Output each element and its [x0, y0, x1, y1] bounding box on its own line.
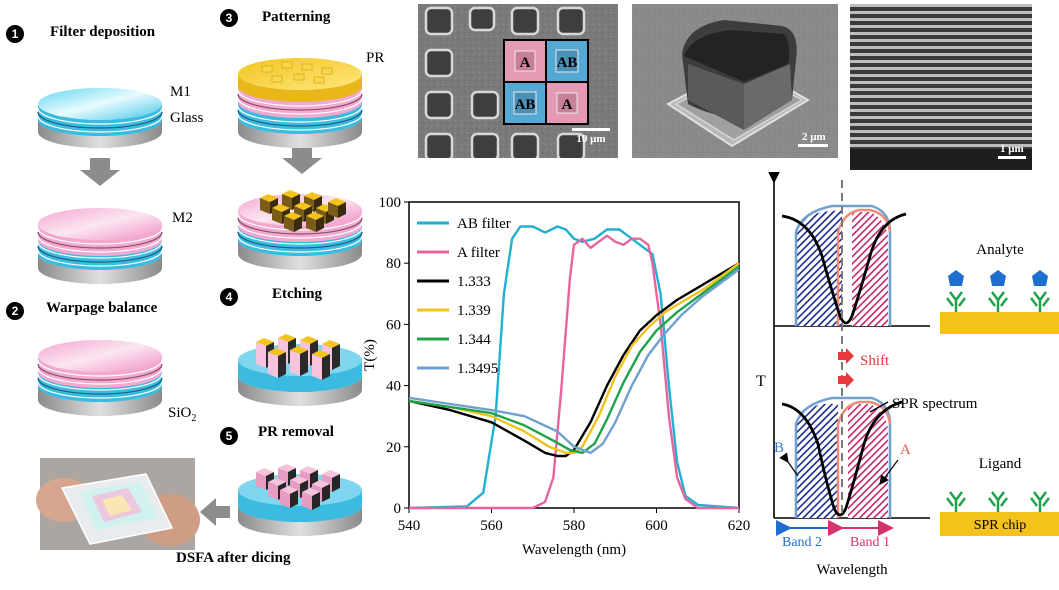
- y-tick-label: 40: [386, 379, 401, 395]
- x-tick-label: 560: [480, 518, 503, 534]
- label-sio2: SiO2: [168, 405, 197, 424]
- step-number-2: 2: [6, 302, 24, 320]
- sem-image-cross-section: 1 μm: [850, 4, 1032, 170]
- x-tick-label: 540: [398, 518, 421, 534]
- disc-m1-glass: [37, 88, 163, 148]
- ligand-label: Ligand: [979, 456, 1022, 472]
- y-tick-label: 100: [379, 195, 402, 211]
- step-title-etching: Etching: [272, 286, 323, 302]
- disc-etched: [238, 334, 362, 406]
- sem-image-pillar: 2 μm: [632, 4, 838, 158]
- series-line-1: [409, 234, 739, 510]
- series-line-3: [408, 262, 740, 455]
- sem-image-array: A AB AB A 10 μm: [418, 4, 618, 158]
- analyte-chip: [940, 312, 1059, 334]
- left-arrow: [200, 498, 230, 526]
- series-line-0: [408, 225, 740, 510]
- y-tick-label: 80: [386, 256, 401, 272]
- x-tick-label: 620: [728, 518, 751, 534]
- label-a: A: [900, 442, 911, 458]
- scale-bar-2um: 2 μm: [802, 131, 826, 143]
- step-number-1: 1: [6, 25, 24, 43]
- x-tick-label: 600: [645, 518, 668, 534]
- legend-label-2: 1.333: [457, 274, 491, 290]
- label-m2: M2: [172, 210, 193, 226]
- down-arrow-1: [80, 158, 120, 186]
- spr-spectrum-label: SPR spectrum: [892, 396, 978, 412]
- label-m1: M1: [170, 84, 191, 100]
- scale-bar-10um: 10 μm: [576, 133, 605, 145]
- y-tick-label: 20: [386, 440, 401, 456]
- spr-schematic: Shift T Wavelength SPR spectrum B A Band…: [756, 172, 1059, 578]
- legend-label-0: AB filter: [457, 216, 511, 232]
- y-tick-label: 0: [394, 501, 402, 517]
- label-glass: Glass: [170, 110, 204, 126]
- sem-cell-2: AB: [557, 55, 578, 71]
- analyte-label: Analyte: [976, 242, 1024, 258]
- dsfa-photo: [36, 458, 200, 550]
- y-axis-label: T(%): [362, 339, 378, 371]
- series-line-5: [408, 268, 740, 455]
- final-label: DSFA after dicing: [176, 550, 291, 566]
- x-axis-label: Wavelength (nm): [522, 542, 626, 558]
- process-illustration: [36, 58, 363, 550]
- spr-chip-label: SPR chip: [974, 518, 1027, 533]
- disc-pr-removed: [238, 464, 362, 536]
- label-b: B: [774, 440, 784, 456]
- scale-bar-1um: 1 μm: [1000, 143, 1024, 155]
- disc-m2: [37, 208, 163, 284]
- transmission-chart: 540 560 580 600 620 0 20 40 60 80 100 Wavelength (n…: [362, 195, 751, 558]
- legend-label-4: 1.344: [457, 332, 491, 348]
- t-axis-label: T: [756, 373, 766, 390]
- sem-cell-4: A: [562, 97, 573, 113]
- step-title-warpage-balance: Warpage balance: [46, 300, 158, 316]
- step-number-3: 3: [220, 9, 238, 27]
- down-arrow-2: [282, 148, 322, 174]
- y-tick-label: 60: [386, 317, 401, 333]
- series-line-2: [408, 262, 740, 458]
- disc-warpage: [37, 340, 163, 416]
- sem-cell-3: AB: [515, 97, 536, 113]
- step-title-pr-removal: PR removal: [258, 424, 334, 440]
- series-line-4: [408, 265, 740, 455]
- shift-label: Shift: [860, 353, 890, 369]
- spr-chip: [940, 512, 1059, 536]
- x-tick-label: 580: [563, 518, 586, 534]
- step-number-4: 4: [220, 288, 238, 306]
- step-number-5: 5: [220, 427, 238, 445]
- wavelength-axis-label: Wavelength: [816, 562, 888, 578]
- label-pr: PR: [366, 50, 385, 66]
- band-1-label: Band 1: [850, 535, 890, 550]
- step-title-patterning: Patterning: [262, 9, 331, 25]
- legend-label-5: 1.3495: [457, 361, 498, 377]
- legend-label-1: A filter: [457, 245, 500, 261]
- legend-label-3: 1.339: [457, 303, 491, 319]
- disc-pr: [237, 58, 363, 148]
- step-title-filter-deposition: Filter deposition: [50, 24, 156, 40]
- sem-cell-1: A: [520, 55, 531, 71]
- disc-patterned: [237, 190, 363, 270]
- band-2-label: Band 2: [782, 535, 822, 550]
